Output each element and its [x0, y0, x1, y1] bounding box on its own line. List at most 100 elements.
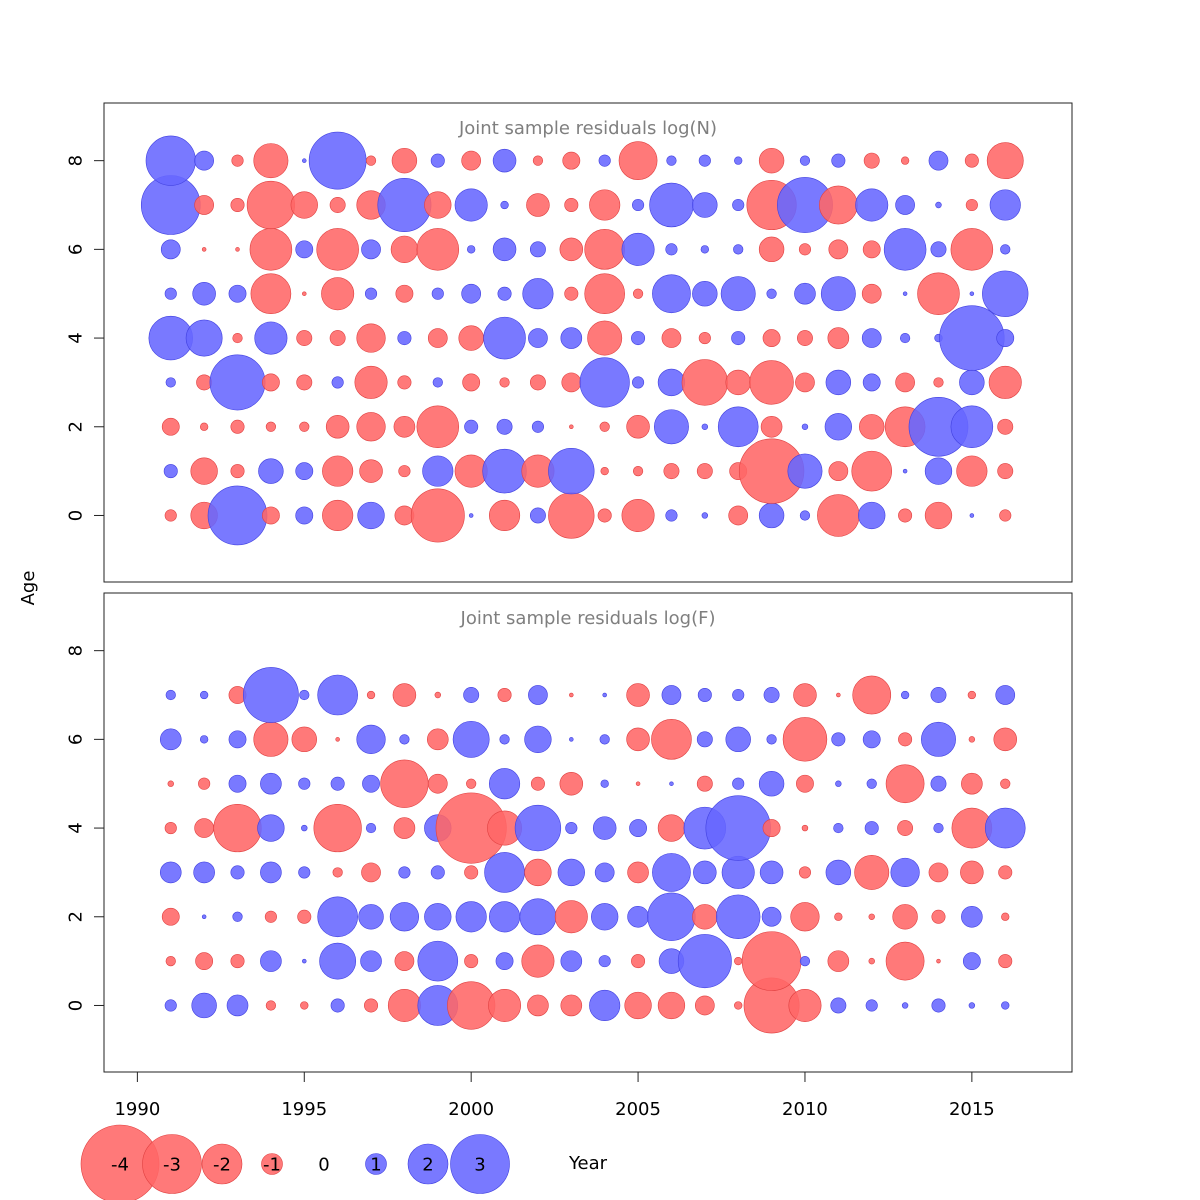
bubble-positive: [495, 952, 514, 971]
bubble-negative: [564, 286, 579, 301]
bubble-positive: [159, 861, 182, 884]
bubble-negative: [734, 956, 743, 966]
bubble-positive: [731, 331, 746, 346]
y-tick-label: 4: [65, 822, 86, 833]
bubble-positive: [398, 866, 411, 879]
bubble-positive: [855, 188, 889, 222]
bubble-positive: [207, 485, 268, 546]
bubble-positive: [242, 667, 299, 723]
bubble-negative: [997, 418, 1014, 435]
bubble-negative: [836, 692, 841, 698]
bubble-positive: [377, 178, 432, 232]
bubble-negative: [366, 690, 376, 700]
bubble-positive: [653, 409, 689, 445]
bubble-negative: [290, 191, 318, 219]
bubble-positive: [621, 232, 655, 266]
bubble-negative: [681, 359, 728, 406]
bubble-positive: [464, 419, 479, 434]
bubble-positive: [825, 369, 852, 396]
bubble-positive: [890, 857, 920, 888]
bubble-negative: [462, 373, 481, 392]
bubble-positive: [430, 865, 445, 880]
bubble-negative: [587, 320, 623, 356]
bubble-positive: [962, 952, 981, 971]
bubble-positive: [732, 688, 745, 702]
bubble-negative: [329, 197, 346, 213]
bubble-positive: [989, 189, 1021, 221]
bubble-negative: [657, 991, 686, 1020]
bubble-positive: [454, 188, 488, 222]
bubble-negative: [335, 737, 340, 742]
bubble-positive: [766, 288, 777, 299]
bubble-positive: [591, 903, 619, 931]
legend-label: -2: [213, 1154, 231, 1175]
bubble-negative: [161, 417, 180, 436]
bubble-positive: [467, 245, 476, 254]
bubble-positive: [455, 901, 487, 933]
x-axis: 1990 1995 2000 2005 2010 2015: [114, 1071, 995, 1120]
bubble-positive: [361, 239, 381, 260]
bubble-positive: [228, 730, 247, 749]
bubble-positive: [230, 865, 245, 880]
bubble-negative: [427, 773, 448, 794]
bubble-negative: [393, 415, 416, 438]
bubble-negative: [393, 817, 416, 839]
bubble-positive: [647, 892, 696, 941]
bubble-positive: [931, 998, 946, 1013]
bubble-positive: [924, 457, 953, 485]
bubble-negative: [651, 719, 692, 760]
bubble-positive: [930, 775, 947, 792]
bubble-positive: [592, 816, 617, 840]
bubble-positive: [232, 911, 243, 922]
bubble-negative: [795, 372, 815, 393]
y-tick-label: 0: [65, 510, 86, 521]
bubble-positive: [209, 354, 266, 411]
bubble-positive: [632, 376, 645, 389]
bubble-positive: [499, 734, 510, 745]
bubble-positive: [199, 735, 209, 744]
bubble-negative: [696, 463, 713, 480]
bubble-positive: [864, 821, 879, 836]
bubble-positive: [600, 779, 609, 788]
bubble-positive: [579, 357, 630, 408]
bubble-negative: [1001, 912, 1010, 921]
bubble-positive: [1001, 1001, 1010, 1010]
legend-bubble: [365, 1153, 387, 1175]
bubble-positive: [364, 287, 378, 300]
x-tick-label: 2010: [782, 1099, 828, 1120]
bubble-negative: [458, 325, 484, 351]
legend-bubble: [407, 1143, 449, 1185]
bubble-negative: [391, 147, 418, 174]
bubble-negative: [329, 330, 346, 347]
bubble-negative: [827, 950, 850, 972]
bubble-negative: [165, 956, 176, 967]
bubble-positive: [431, 287, 444, 300]
bubble-positive: [627, 905, 649, 928]
bubble-positive: [830, 997, 847, 1014]
bubble-negative: [562, 151, 581, 170]
bubble-positive: [698, 154, 711, 167]
bubble-negative: [796, 774, 814, 793]
x-tick-label: 1990: [114, 1099, 160, 1120]
bubble-positive: [794, 282, 816, 305]
bubble-negative: [569, 424, 574, 430]
bubble-positive: [417, 940, 459, 982]
bubble-positive: [901, 1002, 909, 1009]
x-tick-label: 2015: [949, 1099, 995, 1120]
bubble-positive: [569, 737, 574, 742]
bubble-positive: [984, 807, 1026, 849]
bubble-negative: [861, 283, 882, 304]
bubble-negative: [589, 189, 621, 221]
bubble-positive: [598, 154, 611, 167]
panel-2: Joint sample residuals log(F) 0 2 4 6 8: [65, 592, 1073, 1073]
bubble-positive: [258, 458, 284, 484]
bubble-negative: [632, 466, 644, 477]
bubble-positive: [159, 728, 182, 751]
bubble-positive: [1000, 244, 1011, 255]
bubble-negative: [898, 732, 913, 747]
bubble-positive: [357, 501, 385, 530]
bubble-positive: [191, 992, 217, 1019]
legend-label: 2: [422, 1154, 433, 1175]
bubble-negative: [426, 728, 449, 751]
bubble-negative: [933, 377, 944, 388]
